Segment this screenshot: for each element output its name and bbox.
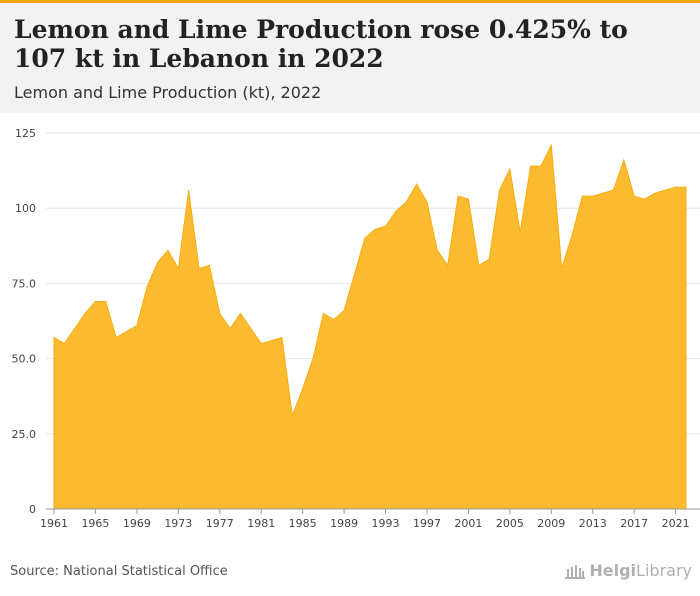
data-point <box>208 264 211 267</box>
y-tick-label: 75.0 <box>12 277 37 290</box>
data-point <box>488 258 491 261</box>
data-point <box>115 336 118 339</box>
data-point <box>353 273 356 276</box>
x-tick-label: 2009 <box>537 517 565 530</box>
data-point <box>581 195 584 198</box>
y-tick-label: 25.0 <box>12 428 37 441</box>
data-point <box>436 249 439 252</box>
data-point <box>446 264 449 267</box>
x-tick-label: 2021 <box>662 517 690 530</box>
logo-text-library: Library <box>636 561 692 580</box>
data-point <box>498 189 501 192</box>
data-point <box>270 339 273 342</box>
x-tick-label: 1981 <box>247 517 275 530</box>
data-point <box>363 237 366 240</box>
x-tick-label: 1965 <box>81 517 109 530</box>
data-point <box>539 165 542 168</box>
data-point <box>125 330 128 333</box>
area-series <box>53 143 687 510</box>
data-point <box>332 318 335 321</box>
x-tick-label: 2013 <box>579 517 607 530</box>
data-point <box>249 327 252 330</box>
x-tick-label: 2005 <box>496 517 524 530</box>
data-point <box>477 264 480 267</box>
x-tick-label: 1989 <box>330 517 358 530</box>
data-point <box>457 195 460 198</box>
data-point <box>104 300 107 303</box>
data-point <box>301 387 304 390</box>
chart-header: Lemon and Lime Production rose 0.425% to… <box>0 3 700 113</box>
data-point <box>612 189 615 192</box>
data-point <box>591 195 594 198</box>
library-building-icon <box>565 564 586 579</box>
x-tick-label: 1973 <box>164 517 192 530</box>
data-point <box>560 267 563 270</box>
data-point <box>229 327 232 330</box>
page-title: Lemon and Lime Production rose 0.425% to… <box>14 15 628 73</box>
data-point <box>664 189 667 192</box>
data-point <box>198 267 201 270</box>
data-point <box>53 336 56 339</box>
data-point <box>239 312 242 315</box>
data-point <box>187 189 190 192</box>
data-point <box>374 228 377 231</box>
data-point <box>166 249 169 252</box>
x-tick-label: 1993 <box>372 517 400 530</box>
data-point <box>156 261 159 264</box>
data-point <box>291 414 294 417</box>
data-point <box>394 210 397 213</box>
data-point <box>602 192 605 195</box>
data-point <box>135 324 138 327</box>
data-point <box>146 285 149 288</box>
data-point <box>674 186 677 189</box>
data-point <box>633 195 636 198</box>
data-point <box>63 342 66 345</box>
source-note: Source: National Statistical Office <box>10 564 228 579</box>
area-chart: 0 25.0 50.0 75.0 100 125 1961 1965 1969 1973 1977 1… <box>12 127 700 530</box>
helgi-library-logo: Helgi Library <box>564 561 692 580</box>
data-point <box>508 168 511 171</box>
data-point <box>384 225 387 228</box>
y-tick-label: 100 <box>15 202 36 215</box>
data-point <box>94 300 97 303</box>
data-point <box>415 183 418 186</box>
data-point <box>84 312 87 315</box>
data-point <box>280 336 283 339</box>
data-point <box>622 159 625 162</box>
accent-bar <box>0 0 700 3</box>
data-point <box>467 198 470 201</box>
y-tick-label: 0 <box>29 503 36 516</box>
x-tick-label: 1961 <box>40 517 68 530</box>
y-tick-label: 125 <box>15 127 36 140</box>
x-tick-label: 2017 <box>620 517 648 530</box>
data-point <box>312 357 315 360</box>
data-point <box>550 144 553 147</box>
x-tick-label: 1997 <box>413 517 441 530</box>
data-point <box>177 267 180 270</box>
x-tick-label: 1969 <box>123 517 151 530</box>
data-point <box>519 231 522 234</box>
data-point <box>343 309 346 312</box>
data-point <box>260 342 263 345</box>
data-point <box>653 192 656 195</box>
data-point <box>218 312 221 315</box>
logo-text-helgi: Helgi <box>589 561 637 580</box>
x-tick-label: 1977 <box>206 517 234 530</box>
x-tick-label: 2001 <box>454 517 482 530</box>
y-tick-label: 50.0 <box>12 353 37 366</box>
data-point <box>529 165 532 168</box>
data-point <box>322 312 325 315</box>
data-point <box>643 198 646 201</box>
data-point <box>405 201 408 204</box>
data-point <box>571 234 574 237</box>
data-point <box>73 327 76 330</box>
chart-subtitle: Lemon and Lime Production (kt), 2022 <box>14 83 322 102</box>
data-point <box>425 201 428 204</box>
x-tick-label: 1985 <box>289 517 317 530</box>
data-point <box>685 186 688 189</box>
